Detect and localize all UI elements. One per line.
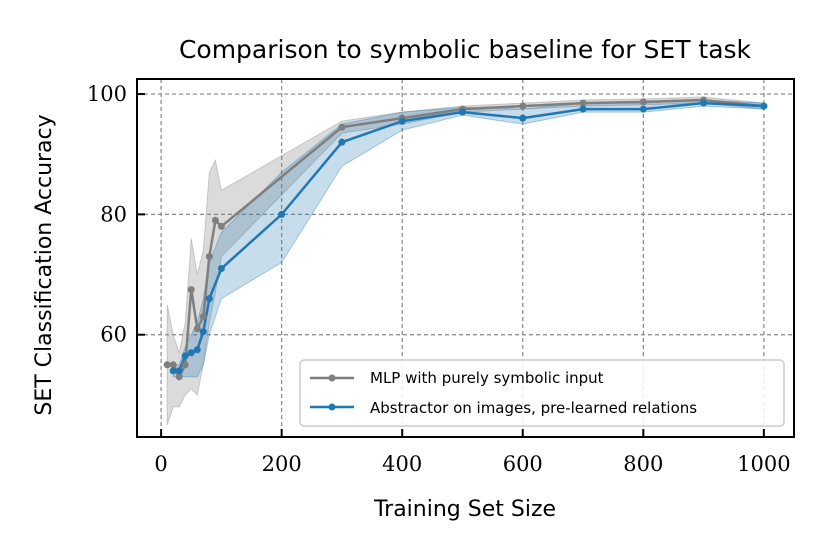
y-tick-label: 60: [100, 323, 127, 347]
data-point-abstractor: [579, 105, 587, 113]
data-point-abstractor: [398, 117, 406, 125]
legend: MLP with purely symbolic input Abstracto…: [299, 359, 785, 427]
confidence-band-abstractor: [172, 99, 765, 378]
x-axis-label: Training Set Size: [373, 497, 556, 522]
data-point-mlp: [579, 99, 587, 107]
chart-title: Comparison to symbolic baseline for SET …: [179, 35, 752, 64]
legend-marker-abstractor: [328, 403, 336, 411]
y-tick-label: 100: [87, 82, 127, 106]
x-tick-label: 400: [382, 452, 422, 476]
data-point-abstractor: [181, 352, 189, 360]
grid: [137, 79, 794, 437]
x-tick-label: 0: [154, 452, 167, 476]
x-tick-label: 1000: [737, 452, 790, 476]
y-tick-label: 80: [100, 202, 127, 226]
data-point-mlp: [217, 222, 225, 230]
data-point-abstractor: [169, 367, 177, 375]
data-point-mlp: [193, 325, 201, 333]
data-point-abstractor: [338, 138, 346, 146]
data-point-abstractor: [639, 105, 647, 113]
data-point-abstractor: [700, 99, 708, 107]
data-point-abstractor: [458, 108, 466, 116]
data-point-mlp: [181, 361, 189, 369]
series-points: [163, 96, 768, 381]
data-point-abstractor: [199, 328, 207, 336]
data-point-mlp: [199, 313, 207, 321]
data-point-abstractor: [519, 114, 527, 122]
y-axis-ticks: 60 80 100: [87, 82, 145, 347]
legend-box: [299, 359, 785, 427]
data-point-abstractor: [175, 367, 183, 375]
x-tick-label: 600: [503, 452, 543, 476]
legend-label-abstractor: Abstractor on images, pre-learned relati…: [370, 399, 697, 417]
x-tick-label: 800: [623, 452, 663, 476]
data-point-abstractor: [760, 102, 768, 110]
data-point-abstractor: [278, 210, 286, 218]
data-point-mlp: [163, 361, 171, 369]
x-tick-label: 200: [262, 452, 302, 476]
data-point-mlp: [338, 123, 346, 131]
data-point-mlp: [519, 102, 527, 110]
data-point-mlp: [175, 373, 183, 381]
legend-label-mlp: MLP with purely symbolic input: [370, 369, 604, 387]
data-point-mlp: [211, 216, 219, 224]
data-point-abstractor: [193, 346, 201, 354]
plot-frame: [136, 78, 795, 438]
y-axis-label: SET Classification Accuracy: [32, 114, 57, 415]
legend-marker-mlp: [328, 374, 336, 382]
data-point-abstractor: [205, 295, 213, 303]
data-point-mlp: [205, 252, 213, 260]
data-point-mlp: [169, 361, 177, 369]
data-point-mlp: [187, 286, 195, 294]
data-point-abstractor: [187, 349, 195, 357]
data-point-abstractor: [217, 265, 225, 273]
data-point-mlp: [639, 98, 647, 106]
series-lines: [167, 98, 764, 379]
x-axis-ticks: 0 200 400 600 800 1000: [154, 429, 791, 476]
